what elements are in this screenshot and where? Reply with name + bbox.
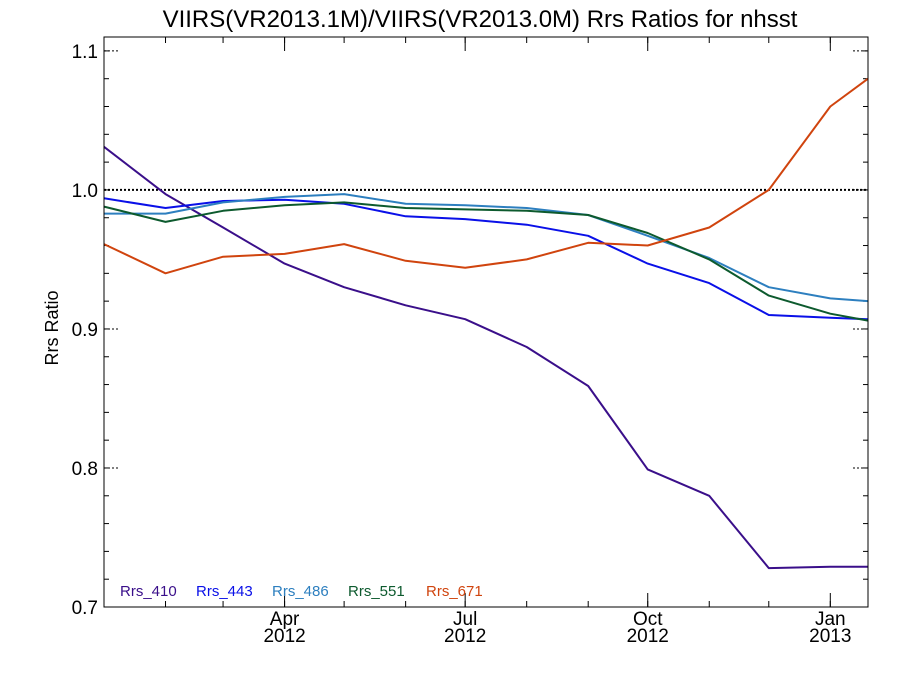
y-tick-label: 0.8: [72, 459, 98, 480]
x-tick-month: Jan: [815, 609, 846, 630]
chart-title: VIIRS(VR2013.1M)/VIIRS(VR2013.0M) Rrs Ra…: [163, 6, 798, 33]
series-line-rrs-410: [103, 146, 868, 570]
y-tick-label: 0.7: [72, 598, 98, 619]
x-tick-month: Apr: [270, 609, 300, 630]
x-tick-month: Oct: [633, 609, 663, 630]
legend-label-rrs-410: Rrs_410: [120, 583, 177, 600]
legend-label-rrs-486: Rrs_486: [272, 583, 329, 600]
y-axis-label: Rrs Ratio: [42, 290, 62, 365]
series-line-rrs-486: [104, 193, 869, 303]
legend-label-rrs-671: Rrs_671: [426, 583, 483, 600]
legend-label-rrs-443: Rrs_443: [196, 583, 253, 600]
legend-label-rrs-551: Rrs_551: [348, 583, 405, 600]
series-line-rrs-551: [103, 201, 869, 322]
y-tick-label: 0.9: [72, 320, 98, 341]
x-tick-year: 2012: [263, 626, 305, 647]
x-tick-year: 2012: [627, 626, 669, 647]
x-tick-year: 2013: [809, 626, 851, 647]
x-tick-year: 2012: [444, 626, 486, 647]
y-tick-label: 1.0: [72, 181, 98, 202]
series-line-rrs-671: [103, 77, 869, 275]
plot-frame: [103, 36, 869, 608]
plot-area: 0.70.80.91.01.1Apr2012Jul2012Oct2012Jan2…: [72, 36, 869, 647]
x-tick-month: Jul: [453, 609, 477, 630]
y-tick-label: 1.1: [72, 42, 98, 63]
